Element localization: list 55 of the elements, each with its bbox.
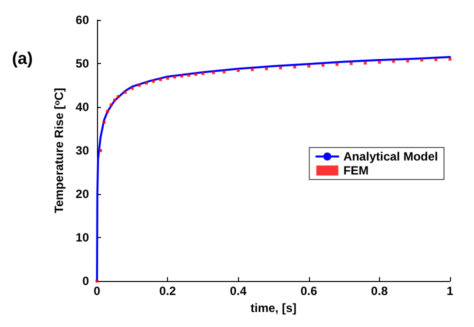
- point: [250, 68, 254, 72]
- point: [144, 82, 148, 85]
- point: [96, 280, 98, 283]
- point: [187, 74, 190, 77]
- x-axis-title: time, [s]: [250, 301, 297, 315]
- x-tick-label: 1: [446, 284, 454, 298]
- legend-label: Analytical Model: [343, 150, 438, 164]
- y-tick-label: 40: [76, 100, 90, 114]
- point: [336, 62, 339, 66]
- point: [406, 59, 410, 62]
- point: [264, 67, 268, 70]
- y-tick-label: 10: [76, 230, 90, 245]
- y-tick-label: 0: [82, 274, 90, 288]
- point: [236, 68, 240, 72]
- legend-label: FEM: [343, 164, 369, 178]
- y-tick-label: 50: [76, 56, 90, 71]
- point: [448, 58, 452, 61]
- x-tick-label: 0.4: [230, 284, 247, 298]
- x-tick-label: 0: [94, 284, 101, 298]
- point: [194, 72, 198, 76]
- point: [222, 70, 226, 74]
- x-tick-label: 0.6: [300, 284, 318, 298]
- y-tick-label: 30: [76, 144, 90, 158]
- y-axis-title: Temperature Rise [oC]: [52, 88, 66, 214]
- point: [166, 76, 170, 80]
- point: [159, 78, 162, 82]
- point: [152, 80, 155, 83]
- point: [201, 72, 204, 76]
- point: [124, 90, 127, 94]
- point: [350, 62, 353, 66]
- point: [307, 64, 310, 68]
- point: [102, 120, 106, 124]
- x-tick-label: 0.8: [371, 284, 388, 298]
- point: [116, 95, 120, 98]
- point: [434, 58, 438, 62]
- point: [130, 86, 134, 90]
- point: [392, 60, 396, 63]
- point: [173, 76, 176, 79]
- point: [321, 64, 324, 67]
- point: [180, 74, 184, 78]
- text: (a): [12, 49, 33, 68]
- point: [138, 84, 141, 87]
- point: [378, 60, 381, 64]
- point: [106, 110, 110, 113]
- point: [212, 71, 215, 74]
- point: [293, 66, 296, 68]
- point: [110, 103, 113, 106]
- point: [364, 62, 367, 65]
- point: [113, 98, 116, 102]
- point: [279, 66, 282, 70]
- y-tick-label: 60: [76, 13, 90, 27]
- point: [420, 58, 424, 62]
- point: [99, 149, 102, 152]
- x-tick-label: 0.2: [159, 284, 176, 298]
- y-tick-label: 20: [76, 187, 90, 202]
